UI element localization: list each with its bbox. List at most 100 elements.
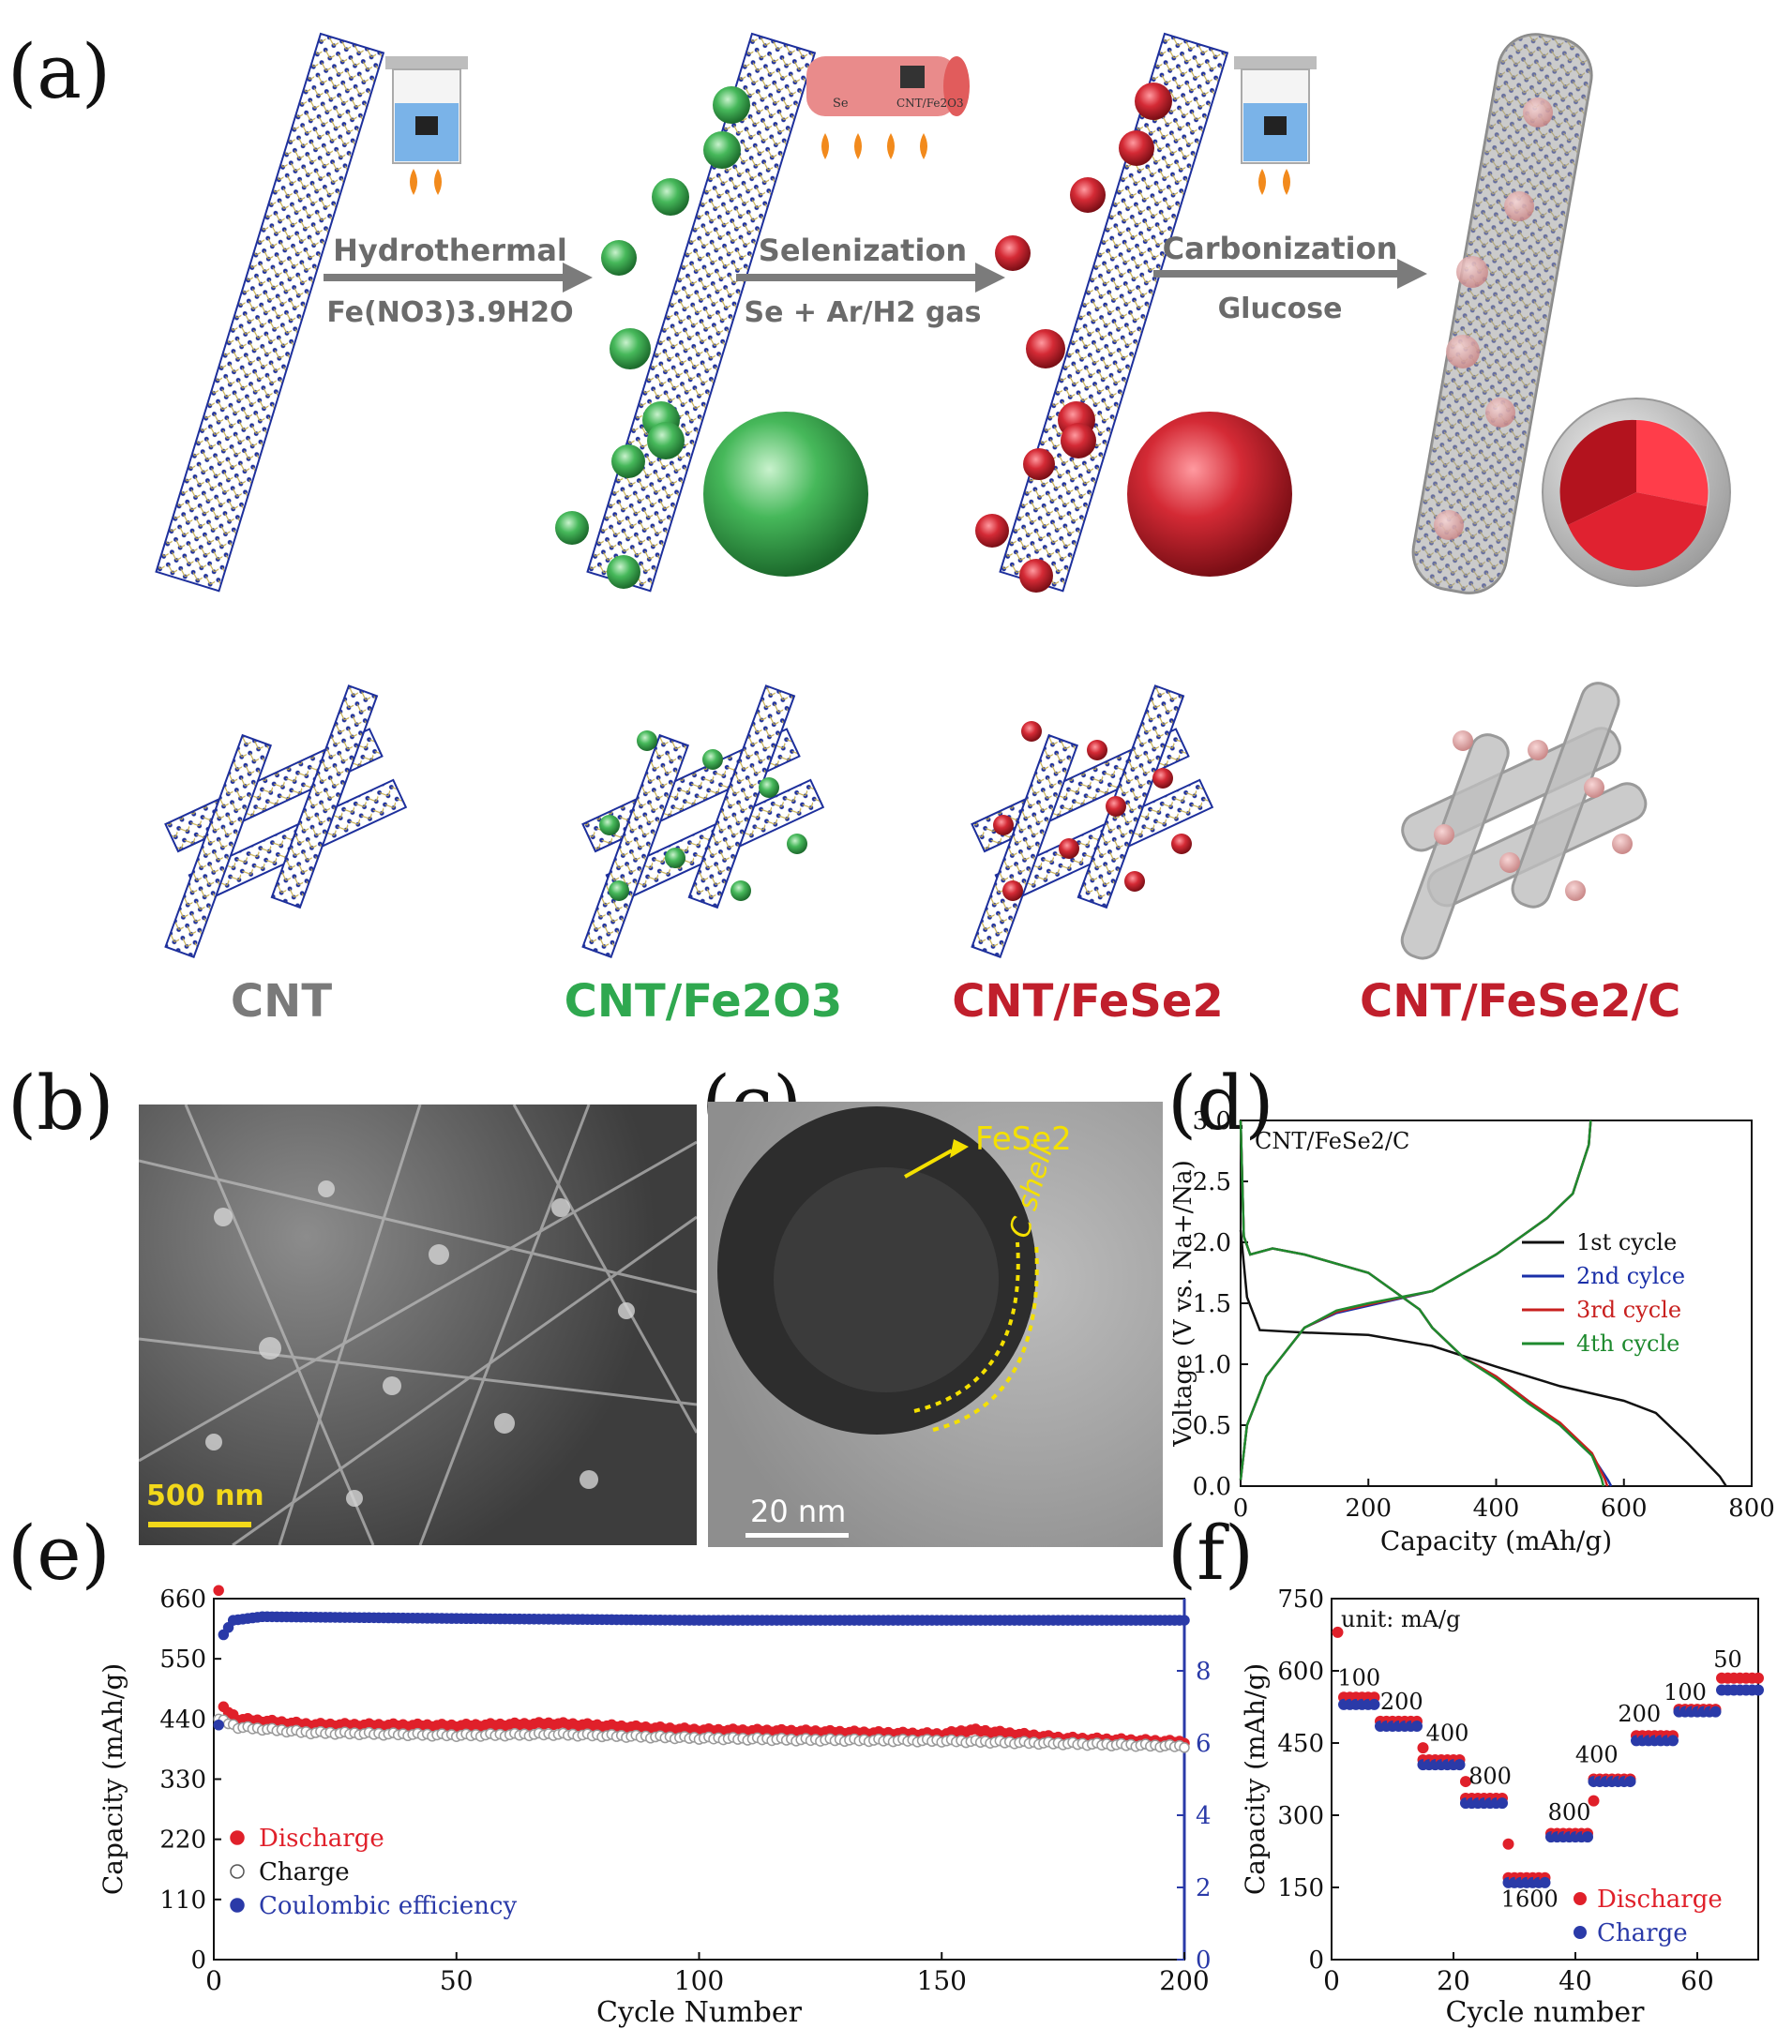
chart-f-ytick-label: 450 [1277,1730,1324,1758]
chart-e-legend-label: Coulombic efficiency [259,1892,517,1920]
chart-f-rate-label: 400 [1426,1720,1469,1746]
cnt-fe2o3-network [581,684,825,958]
chart-f-unit-annotation: unit: mA/g [1341,1606,1461,1632]
material-label-cnt: CNT [230,975,333,1028]
step-3-label: Carbonization [1162,231,1398,266]
chart-f-rate-label: 200 [1618,1701,1661,1727]
chart-e-ytick-label: 660 [159,1586,206,1614]
chart-d-xtick-label: 0 [1233,1495,1249,1523]
step-1-reagent: Fe(NO3)3.9H2O [326,296,574,329]
chart-d-ytick-label: 3.0 [1193,1107,1231,1135]
chart-e-ytick-label: 550 [159,1646,206,1674]
chart-e-ylabel: Capacity (mAh/g) [98,1663,128,1895]
chart-f-charge-point [1497,1797,1508,1810]
chart-e-point-3 [218,1629,230,1641]
chart-f-ytick-label: 150 [1277,1874,1324,1902]
cnt-fese2-c-network [1400,682,1648,960]
chart-d-xtick-label: 200 [1345,1495,1392,1523]
chart-e-xtick-label: 50 [440,1965,474,1996]
chart-d: 0 200 400 600 800 0.0 0.5 1.0 1.5 2.0 2.5 3.0 Capaci… [1170,1107,1775,1556]
furnace-label-sample: CNT/Fe2O3 [896,97,964,110]
chart-d-ytick-label: 1.5 [1193,1290,1231,1318]
step-2-reagent: Se + Ar/H2 gas [744,296,982,329]
chart-d-xtick-label: 600 [1601,1495,1648,1523]
chart-f-rate-label: 800 [1548,1799,1591,1826]
chart-d-line-3-discharge [1239,1120,1609,1487]
chart-e-xtick-label: 100 [674,1965,724,1996]
fese2-particles [975,83,1172,593]
chart-f-charge-point [1667,1735,1679,1747]
chart-f-legend-marker [1574,1926,1587,1939]
chart-f-xtick-label: 60 [1680,1965,1714,1996]
panel-f-label: (f) [1167,1510,1255,1597]
chart-e-y2tick-label: 2 [1196,1874,1212,1902]
chart-e-xtick-label: 200 [1159,1965,1209,1996]
chart-f-xlabel: Cycle number [1446,1996,1646,2029]
chart-d-legend-label: 4th cycle [1576,1330,1679,1357]
chart-e-y2tick-label: 0 [1196,1946,1212,1975]
fese2-c-particles [1434,98,1553,540]
process-arrows [324,259,1427,293]
step-3-reagent: Glucose [1217,293,1343,325]
material-label-cnt-fese2: CNT/FeSe2 [952,975,1224,1028]
chart-f-rate-label: 400 [1575,1742,1619,1768]
chart-e-ytick-label: 0 [190,1946,206,1975]
furnace-label-se: Se [833,97,849,111]
core-shell-sphere [1542,398,1731,587]
chart-e-legend-label: Discharge [259,1825,384,1853]
chart-f-first-discharge-point [1460,1776,1471,1788]
chart-f-ytick-label: 300 [1277,1802,1324,1830]
chart-f-legend-marker [1574,1892,1587,1905]
cnt-network [164,684,408,958]
chart-f-charge-point [1582,1831,1593,1843]
chart-e-point-3 [222,1622,234,1633]
chart-d-legend-label: 1st cycle [1576,1229,1677,1255]
chart-e-xlabel: Cycle Number [596,1996,803,2029]
panel-d-label: (d) [1167,1060,1274,1147]
chart-f-xtick-label: 20 [1437,1965,1470,1996]
chart-d-ytick-label: 0.5 [1193,1412,1231,1440]
cnt-fese2-network [971,684,1214,958]
autoclave-icon [385,56,468,195]
chart-f-rate-label: 1600 [1501,1886,1559,1913]
chart-d-line-2-discharge [1239,1120,1613,1487]
chart-e-xtick-label: 0 [205,1965,222,1996]
panel-b-label: (b) [8,1060,114,1147]
step-2-label: Selenization [758,233,968,268]
carbonization-beaker-icon [1234,56,1317,195]
chart-f-charge-point [1624,1776,1636,1788]
fese2-sphere-large [1127,412,1292,577]
chart-f-rate-label: 100 [1664,1679,1707,1706]
chart-e-y2tick-label: 4 [1196,1802,1212,1830]
chart-f-ytick-label: 0 [1308,1946,1324,1975]
chart-f-charge-point [1539,1876,1551,1888]
chart-e-y2tick-label: 6 [1196,1730,1212,1758]
step-1-label: Hydrothermal [333,233,567,268]
tem-core-label: FeSe2 [975,1120,1072,1158]
chart-e-ytick-label: 330 [159,1766,206,1795]
sem-scale-bar-label: 500 nm [146,1480,264,1512]
chart-d-line-4-charge [1239,1120,1592,1480]
chart-e-point-3 [1179,1615,1190,1626]
chart-d-legend-label: 2nd cylce [1576,1263,1685,1289]
chart-f-first-discharge-point [1332,1626,1344,1638]
panel-a-illustration: Se CNT/Fe2O3 [155,32,1731,960]
sem-image: 500 nm [139,1105,697,1545]
chart-e-legend-marker [230,1864,245,1879]
chart-f-first-discharge-point [1417,1742,1429,1754]
chart-e-ytick-label: 440 [159,1706,206,1734]
chart-d-legend-label: 3rd cycle [1576,1297,1681,1323]
chart-f-charge-point [1453,1759,1466,1771]
chart-f-ytick-label: 600 [1277,1658,1324,1686]
chart-d-ylabel: Voltage (V vs. Na+/Na) [1170,1160,1197,1448]
chart-e-legend-marker [230,1830,245,1845]
chart-f-ylabel: Capacity (mAh/g) [1240,1663,1271,1895]
chart-e-xtick-label: 150 [917,1965,967,1996]
tem-image: FeSe2 C shell 20 nm [708,1102,1163,1547]
chart-f-first-discharge-point [1588,1795,1600,1807]
chart-d-ytick-label: 1.0 [1193,1351,1231,1379]
chart-f-discharge-point [1753,1672,1764,1684]
chart-e-point-3 [213,1720,224,1731]
fe2o3-sphere-large [703,412,868,577]
